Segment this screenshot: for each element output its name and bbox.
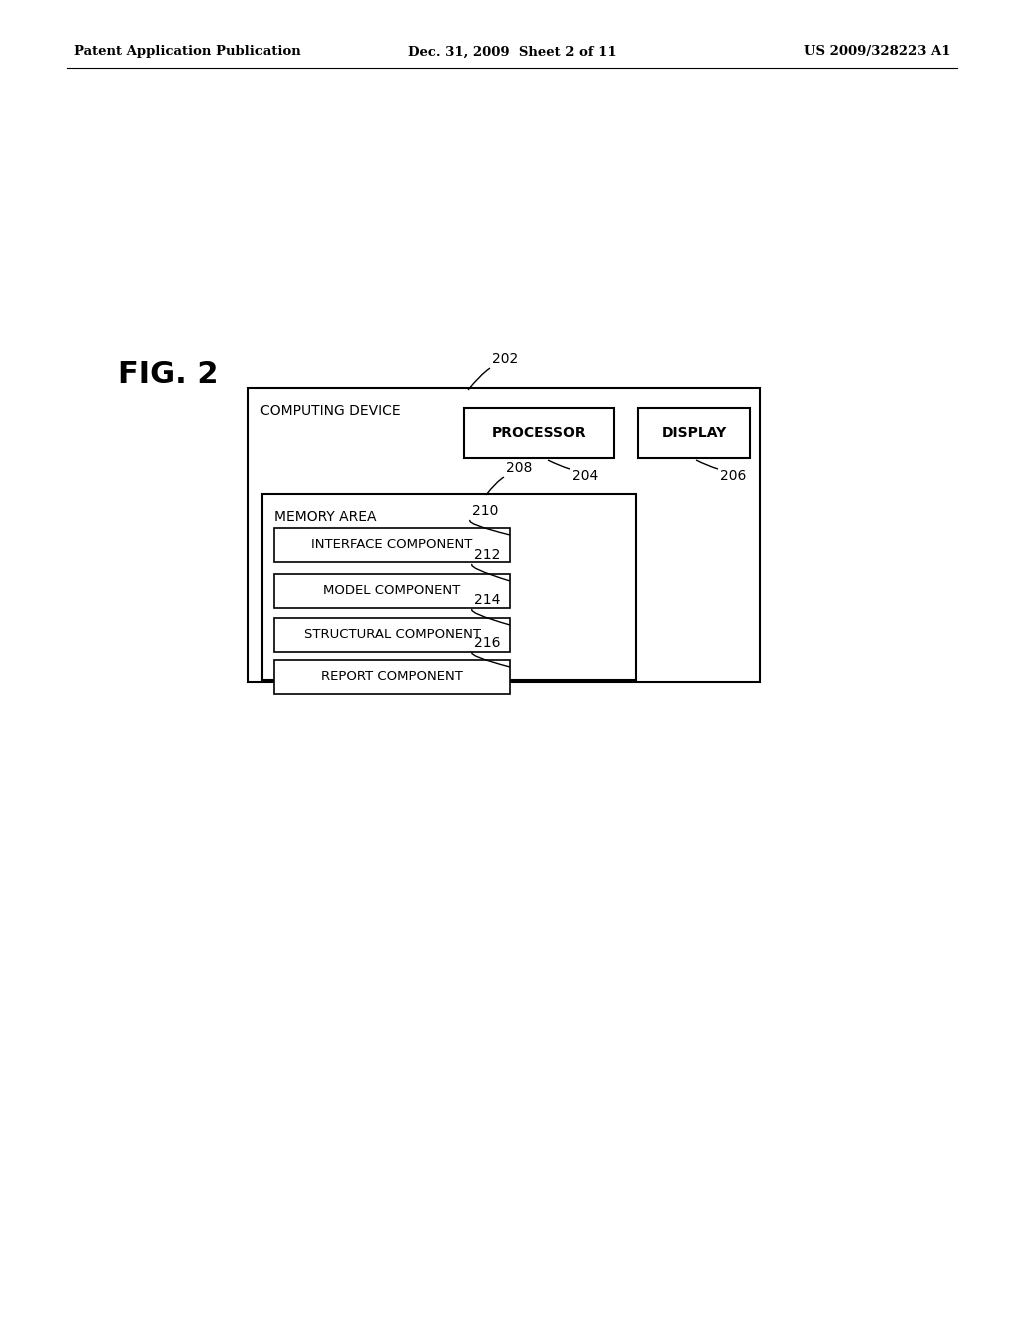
Bar (638, 408, 750, 458)
Bar (262, 494, 636, 680)
Text: US 2009/328223 A1: US 2009/328223 A1 (804, 45, 950, 58)
Text: 212: 212 (474, 548, 501, 562)
Bar (274, 528, 510, 562)
Bar (274, 574, 510, 609)
Text: PROCESSOR: PROCESSOR (492, 426, 587, 440)
Text: 208: 208 (506, 461, 532, 475)
Text: STRUCTURAL COMPONENT: STRUCTURAL COMPONENT (303, 628, 480, 642)
Text: 204: 204 (572, 469, 598, 483)
Text: 202: 202 (492, 352, 518, 366)
Text: Dec. 31, 2009  Sheet 2 of 11: Dec. 31, 2009 Sheet 2 of 11 (408, 45, 616, 58)
Text: MODEL COMPONENT: MODEL COMPONENT (324, 585, 461, 598)
Text: DISPLAY: DISPLAY (662, 426, 727, 440)
Bar (464, 408, 614, 458)
Bar (274, 660, 510, 694)
Text: REPORT COMPONENT: REPORT COMPONENT (322, 671, 463, 684)
Bar (248, 388, 760, 682)
Text: Patent Application Publication: Patent Application Publication (74, 45, 301, 58)
Text: MEMORY AREA: MEMORY AREA (274, 510, 377, 524)
Text: 214: 214 (474, 593, 501, 607)
Text: COMPUTING DEVICE: COMPUTING DEVICE (260, 404, 400, 418)
Text: 206: 206 (720, 469, 746, 483)
Text: INTERFACE COMPONENT: INTERFACE COMPONENT (311, 539, 473, 552)
Text: 210: 210 (472, 504, 499, 517)
Bar (274, 618, 510, 652)
Text: FIG. 2: FIG. 2 (118, 360, 218, 389)
Text: 216: 216 (474, 636, 501, 649)
